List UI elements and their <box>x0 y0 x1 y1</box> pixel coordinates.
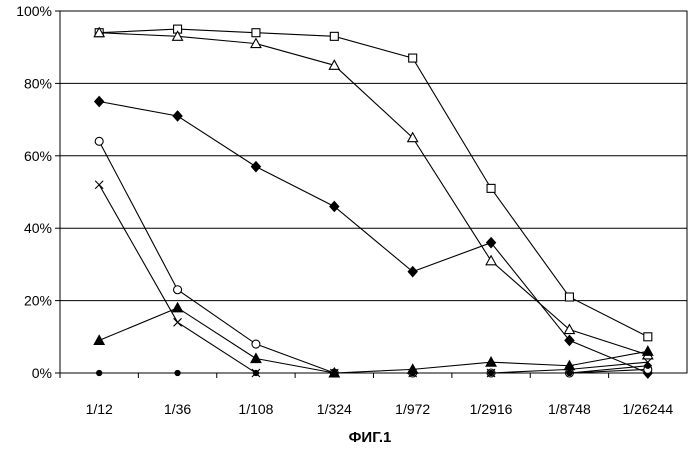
data-point <box>409 54 417 62</box>
data-point <box>173 303 183 312</box>
data-point <box>94 335 104 344</box>
y-tick-label: 40% <box>24 220 52 236</box>
data-point <box>174 318 182 326</box>
series-group <box>95 181 652 377</box>
x-tick-label: 1/36 <box>164 401 191 417</box>
series-line <box>99 185 648 373</box>
x-tick-label: 1/8748 <box>548 401 591 417</box>
y-tick-label: 20% <box>24 293 52 309</box>
y-axis: 0% 20% 40% 60% 80% 100% <box>16 3 60 381</box>
y-tick-label: 60% <box>24 148 52 164</box>
data-point <box>251 354 261 363</box>
data-point <box>487 184 495 192</box>
data-point <box>408 267 417 277</box>
data-point <box>565 293 573 301</box>
data-point <box>332 370 337 375</box>
data-point <box>410 370 415 375</box>
x-tick-label: 1/12 <box>86 401 113 417</box>
grid <box>60 83 687 300</box>
series <box>94 25 653 378</box>
x-tick-label: 1/108 <box>238 401 273 417</box>
data-point <box>173 111 182 121</box>
series-group <box>95 97 653 379</box>
data-point <box>252 340 260 348</box>
x-tick-label: 1/324 <box>317 401 352 417</box>
data-point <box>486 357 496 366</box>
data-point <box>174 286 182 294</box>
y-tick-label: 80% <box>24 75 52 91</box>
data-point <box>251 162 260 172</box>
x-tick-label: 1/26244 <box>623 401 674 417</box>
data-point <box>95 97 104 107</box>
data-point <box>175 370 180 375</box>
data-point <box>330 32 338 40</box>
data-point <box>486 256 496 265</box>
plot-area <box>60 11 687 373</box>
data-point <box>645 363 650 368</box>
series-line <box>99 141 648 373</box>
x-axis: 1/12 1/36 1/108 1/324 1/972 1/2916 1/8748 1/262… <box>60 373 673 417</box>
figure-caption: ФИГ.1 <box>349 429 392 446</box>
data-point <box>252 29 260 37</box>
data-point <box>330 201 339 211</box>
x-tick-label: 1/2916 <box>470 401 513 417</box>
y-tick-label: 0% <box>32 365 52 381</box>
x-tick-label: 1/972 <box>395 401 430 417</box>
data-point <box>643 346 653 355</box>
data-point <box>567 370 572 375</box>
y-tick-label: 100% <box>16 3 52 19</box>
data-point <box>95 181 103 189</box>
data-point <box>97 370 102 375</box>
data-point <box>95 137 103 145</box>
series-line <box>99 33 648 355</box>
data-point <box>644 333 652 341</box>
data-point <box>488 370 493 375</box>
data-point <box>253 370 258 375</box>
